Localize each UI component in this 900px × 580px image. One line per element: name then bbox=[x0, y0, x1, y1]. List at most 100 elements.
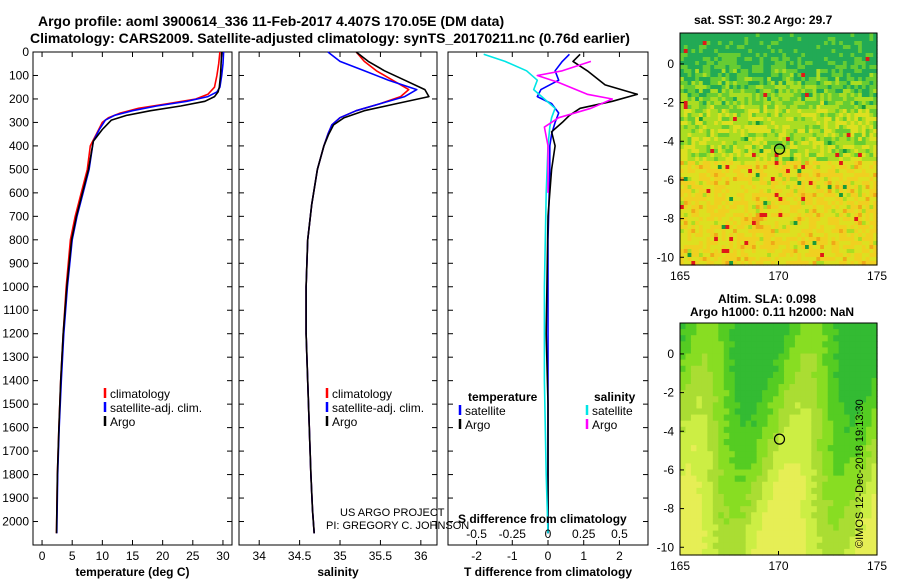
map-cell bbox=[698, 113, 704, 118]
map-cell bbox=[701, 402, 708, 410]
map-cell bbox=[816, 221, 821, 226]
map-cell bbox=[816, 524, 823, 532]
map-cell bbox=[850, 41, 855, 46]
map-cell bbox=[685, 402, 692, 410]
map-cell bbox=[744, 73, 749, 78]
map-cell bbox=[782, 45, 787, 50]
map-cell bbox=[854, 193, 859, 198]
map-cell bbox=[846, 37, 852, 42]
map-cell bbox=[701, 408, 708, 416]
map-cell bbox=[873, 245, 878, 250]
map-cell bbox=[767, 347, 774, 355]
s-tick-label: 0.25 bbox=[572, 527, 596, 541]
map-cell bbox=[714, 77, 719, 82]
map-cell bbox=[827, 37, 833, 42]
map-cell bbox=[717, 137, 723, 142]
map-cell bbox=[748, 249, 753, 254]
map-cell bbox=[691, 73, 696, 78]
map-cell bbox=[685, 347, 692, 355]
map-cell bbox=[712, 408, 719, 416]
map-cell bbox=[710, 125, 715, 130]
map-cell bbox=[789, 77, 795, 82]
map-cell bbox=[860, 487, 867, 495]
map-cell bbox=[687, 189, 692, 194]
map-cell bbox=[698, 89, 704, 94]
series-line-s-argo bbox=[536, 60, 614, 193]
map-cell bbox=[873, 45, 878, 50]
map-cell bbox=[846, 193, 852, 198]
map-cell bbox=[789, 141, 795, 146]
map-cell bbox=[714, 217, 719, 222]
map-cell bbox=[710, 237, 715, 242]
map-cell bbox=[702, 33, 708, 38]
map-cell bbox=[823, 209, 829, 214]
map-cell bbox=[846, 253, 852, 258]
map-cell bbox=[695, 177, 700, 182]
map-cell bbox=[745, 530, 752, 538]
map-cell bbox=[691, 41, 696, 46]
map-cell bbox=[846, 197, 852, 202]
map-cell bbox=[718, 323, 725, 330]
map-cell bbox=[783, 542, 791, 550]
map-cell bbox=[736, 41, 742, 46]
map-cell bbox=[823, 97, 829, 102]
map-cell bbox=[691, 117, 696, 122]
map-cell bbox=[805, 457, 812, 465]
map-cell bbox=[793, 53, 799, 58]
map-cell bbox=[706, 169, 711, 174]
map-cell bbox=[861, 225, 867, 230]
map-cell bbox=[816, 161, 821, 166]
map-cell bbox=[850, 261, 855, 266]
map-cell bbox=[854, 237, 859, 242]
map-cell bbox=[801, 57, 806, 62]
map-cell bbox=[866, 432, 873, 440]
map-cell bbox=[755, 209, 761, 214]
map-cell bbox=[871, 536, 878, 544]
map-cell bbox=[698, 69, 704, 74]
map-cell bbox=[767, 221, 772, 226]
map-cell bbox=[717, 217, 723, 222]
map-cell bbox=[683, 57, 689, 62]
map-cell bbox=[721, 149, 727, 154]
map-cell bbox=[729, 225, 734, 230]
map-cell bbox=[866, 481, 873, 489]
map-cell bbox=[842, 61, 848, 66]
map-cell bbox=[759, 189, 764, 194]
map-cell bbox=[846, 141, 852, 146]
map-cell bbox=[808, 249, 814, 254]
map-lat-label: 0 bbox=[667, 57, 674, 71]
map-cell bbox=[823, 165, 829, 170]
map-cell bbox=[691, 181, 696, 186]
y-tick-label: 2000 bbox=[2, 515, 29, 529]
map-cell bbox=[786, 137, 791, 142]
map-cell bbox=[789, 105, 795, 110]
map-cell bbox=[721, 181, 727, 186]
map-cell bbox=[729, 377, 736, 385]
map-cell bbox=[808, 209, 814, 214]
map-cell bbox=[865, 77, 871, 82]
map-cell bbox=[729, 209, 734, 214]
map-cell bbox=[718, 384, 725, 391]
map-cell bbox=[808, 261, 814, 266]
map-cell bbox=[783, 347, 791, 355]
map-cell bbox=[680, 49, 685, 54]
map-cell bbox=[869, 109, 874, 114]
map-cell bbox=[835, 133, 840, 138]
map-cell bbox=[850, 37, 855, 42]
map-cell bbox=[751, 402, 758, 410]
map-cell bbox=[778, 109, 783, 114]
map-cell bbox=[794, 493, 801, 501]
map-cell bbox=[755, 225, 761, 230]
map-cell bbox=[763, 169, 768, 174]
map-cell bbox=[774, 217, 780, 222]
map-cell bbox=[793, 245, 799, 250]
y-tick-label: 1900 bbox=[2, 491, 29, 505]
panel-salinity: 34 34.5 35 35.5 36salinityclimatologysatelli… bbox=[238, 51, 438, 579]
map-cell bbox=[701, 353, 708, 361]
map-cell bbox=[721, 177, 727, 182]
map-cell bbox=[744, 93, 749, 98]
map-cell bbox=[839, 233, 844, 238]
map-cell bbox=[698, 149, 704, 154]
map-cell bbox=[733, 61, 738, 66]
map-cell bbox=[783, 445, 791, 452]
